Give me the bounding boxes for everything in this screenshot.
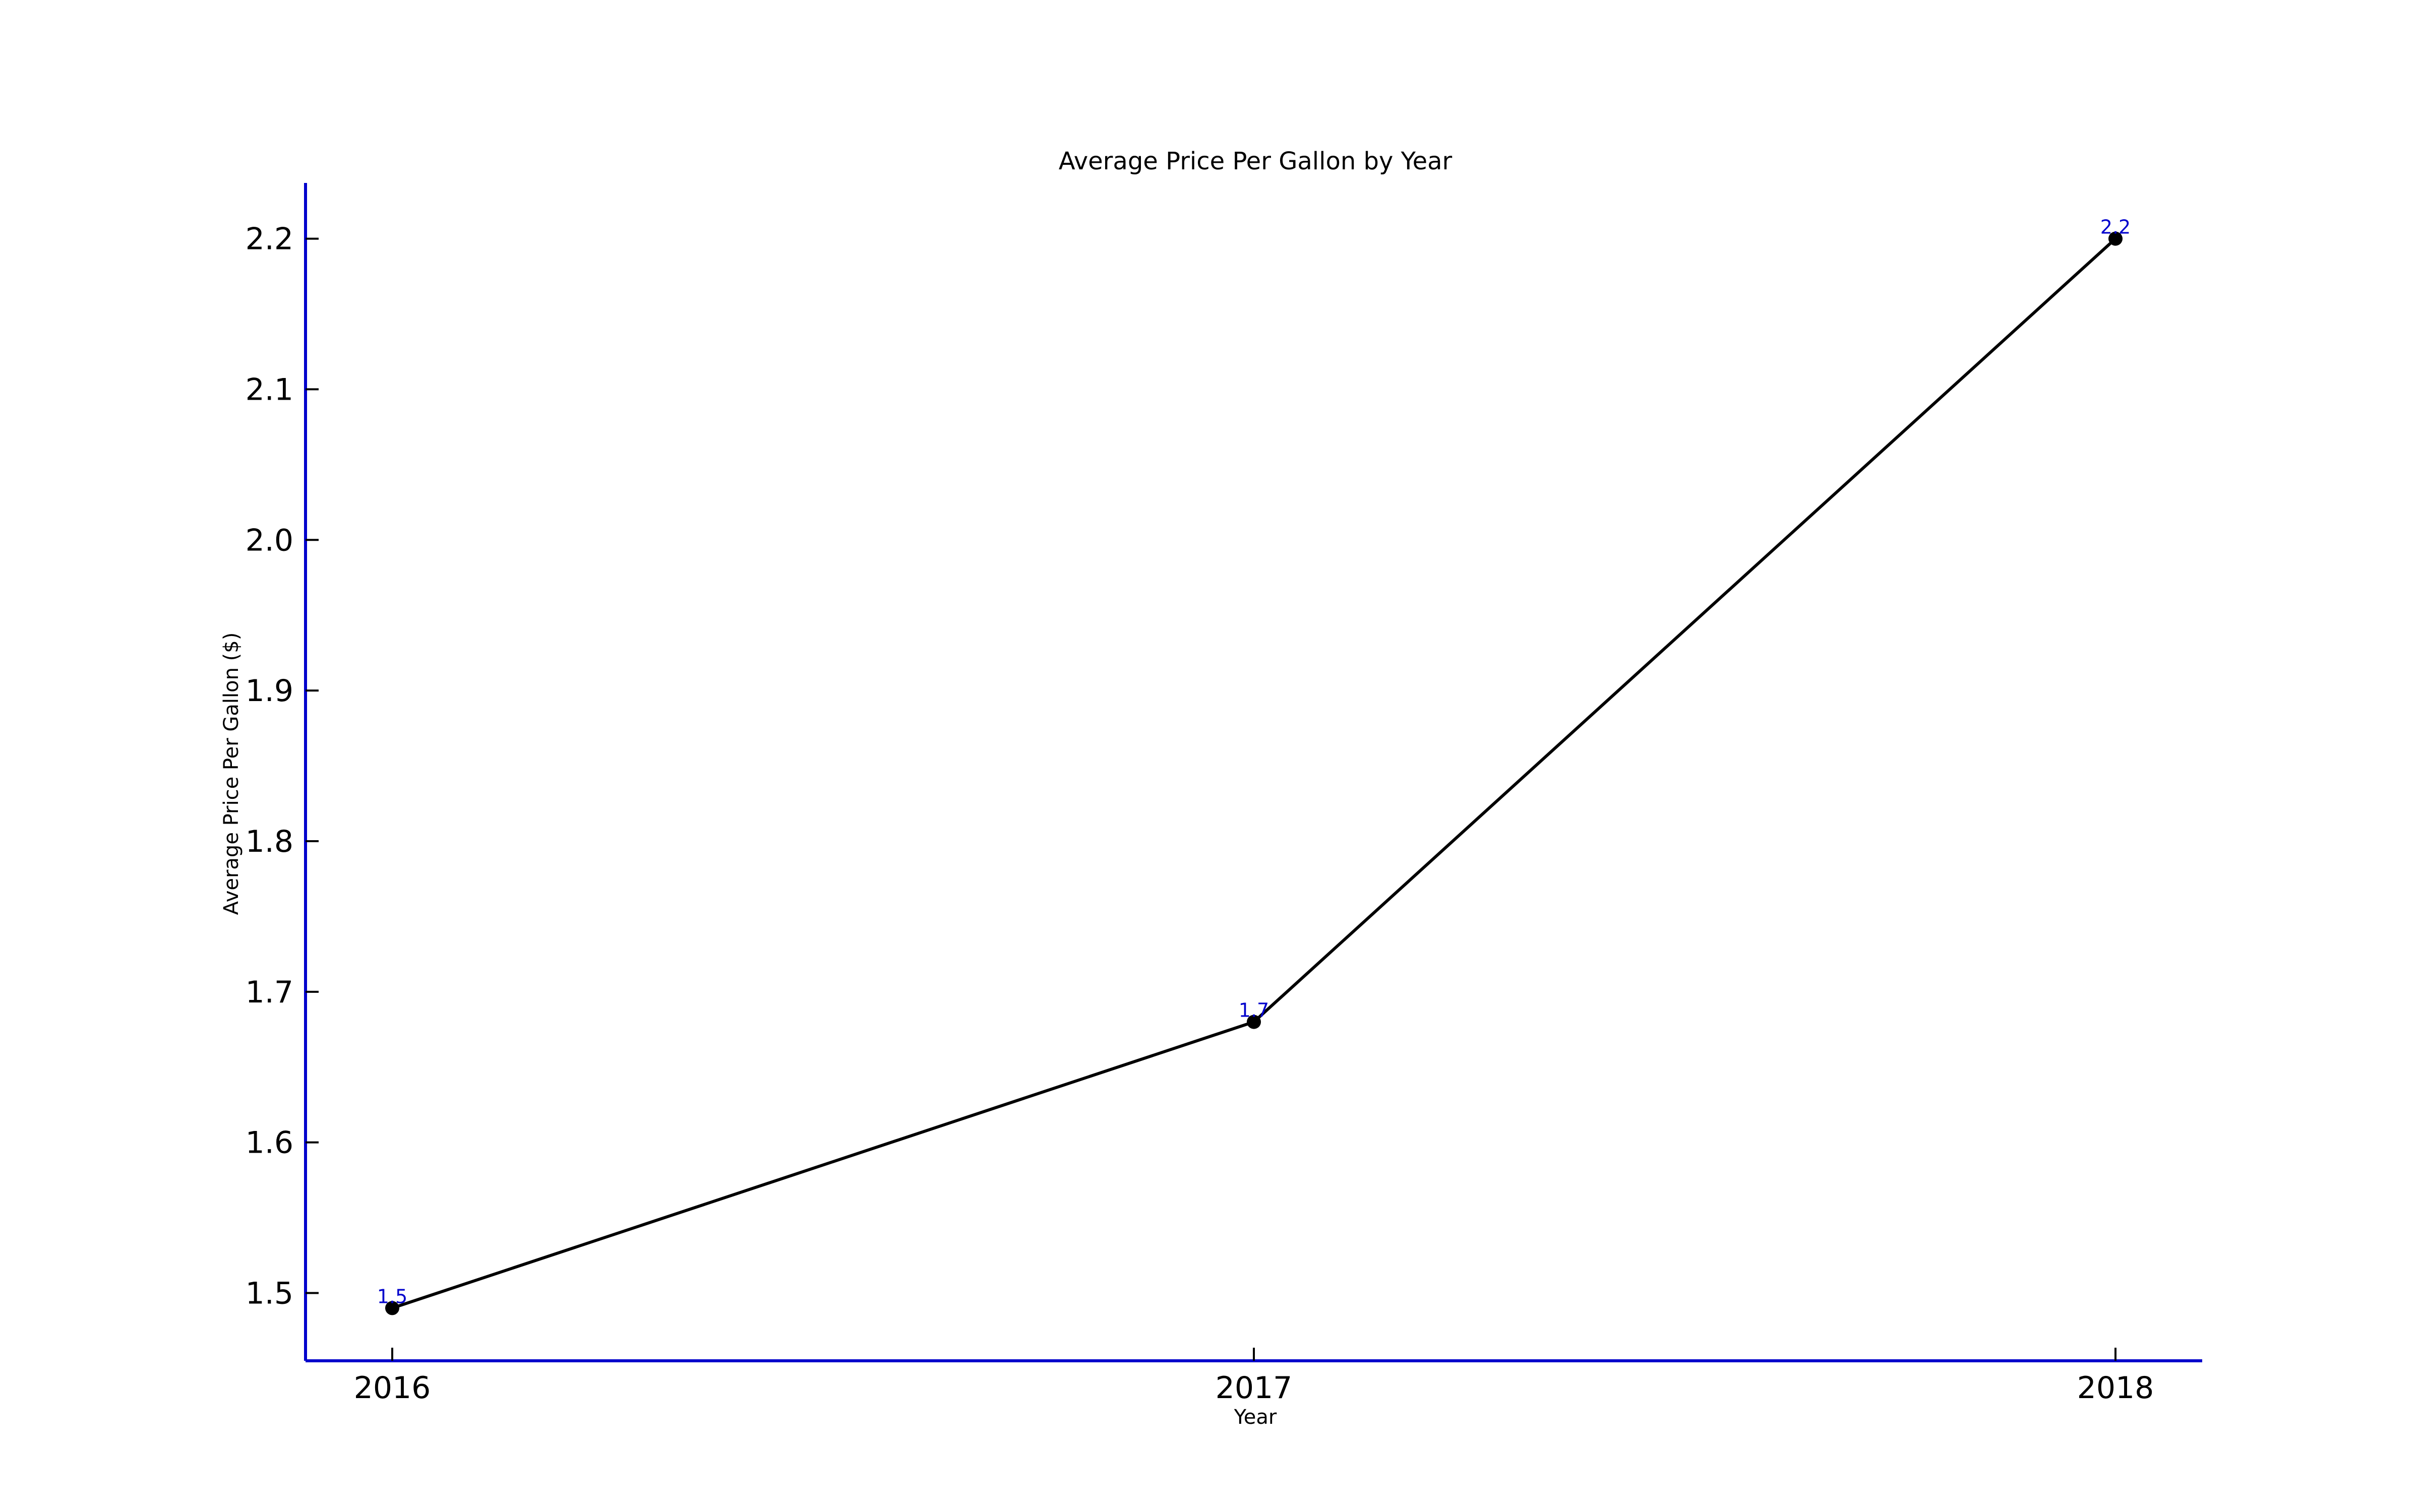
x-tick-label: 2017	[1216, 1370, 1293, 1406]
series-group: 1.5 1.7 2.2	[377, 216, 2131, 1315]
y-tick-label: 2.1	[246, 372, 293, 407]
x-axis-label: Year	[1234, 1406, 1277, 1429]
x-tick-label: 2018	[2077, 1370, 2154, 1406]
y-tick-label: 2.0	[246, 523, 293, 558]
y-ticks: 1.5 1.6 1.7 1.8 1.9 2.0 2.1 2.2	[246, 222, 319, 1311]
data-point	[2108, 231, 2123, 246]
y-axis-label: Average Price Per Gallon ($)	[220, 633, 243, 915]
y-tick-label: 1.7	[246, 975, 293, 1010]
series-line	[392, 237, 2117, 1310]
y-tick-label: 1.6	[246, 1125, 293, 1161]
x-tick-label: 2016	[354, 1370, 431, 1406]
y-tick-label: 1.9	[246, 673, 293, 709]
data-point	[1247, 1015, 1261, 1029]
data-point	[385, 1301, 399, 1315]
data-label: 1.5	[377, 1285, 407, 1307]
y-tick-label: 1.5	[246, 1276, 293, 1311]
y-tick-label: 1.8	[246, 824, 293, 859]
y-tick-label: 2.2	[246, 222, 293, 257]
x-ticks: 2016 2017 2018	[354, 1348, 2154, 1406]
data-label: 1.7	[1239, 999, 1269, 1022]
chart-title: Average Price Per Gallon by Year	[1059, 147, 1453, 175]
data-label: 2.2	[2100, 216, 2131, 238]
